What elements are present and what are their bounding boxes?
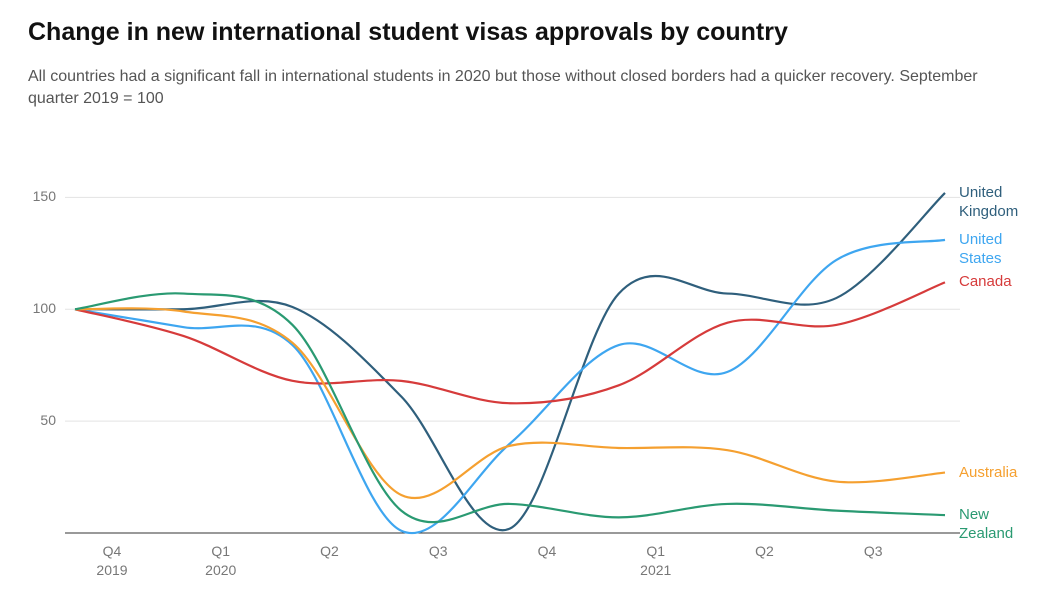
x-tick-label: Q3 [863, 543, 883, 559]
series-line [74, 292, 946, 524]
y-tick-label: 50 [40, 412, 56, 428]
chart-title: Change in new international student visa… [28, 18, 788, 46]
series-line [74, 307, 946, 500]
series-line [74, 281, 946, 405]
x-tick-label: Q2 [755, 543, 774, 559]
y-tick-label: 150 [33, 188, 57, 204]
legend-label: United States [959, 230, 1003, 267]
series-line [74, 192, 946, 532]
chart-subtitle: All countries had a significant fall in … [28, 68, 978, 107]
legend-label: Canada [959, 273, 1012, 291]
series-line [74, 238, 946, 535]
y-tick-label: 100 [33, 300, 57, 316]
legend-label: New Zealand [959, 506, 1014, 543]
x-tick-label: Q1 2020 [205, 543, 237, 578]
x-tick-label: Q4 2019 [96, 543, 128, 578]
x-tick-label: Q3 [428, 543, 448, 559]
x-tick-label: Q2 [320, 543, 339, 559]
legend-label: Australia [959, 463, 1018, 481]
legend-label: United Kingdom [959, 183, 1019, 220]
x-tick-label: Q1 2021 [640, 543, 672, 578]
x-tick-label: Q4 [537, 543, 557, 559]
